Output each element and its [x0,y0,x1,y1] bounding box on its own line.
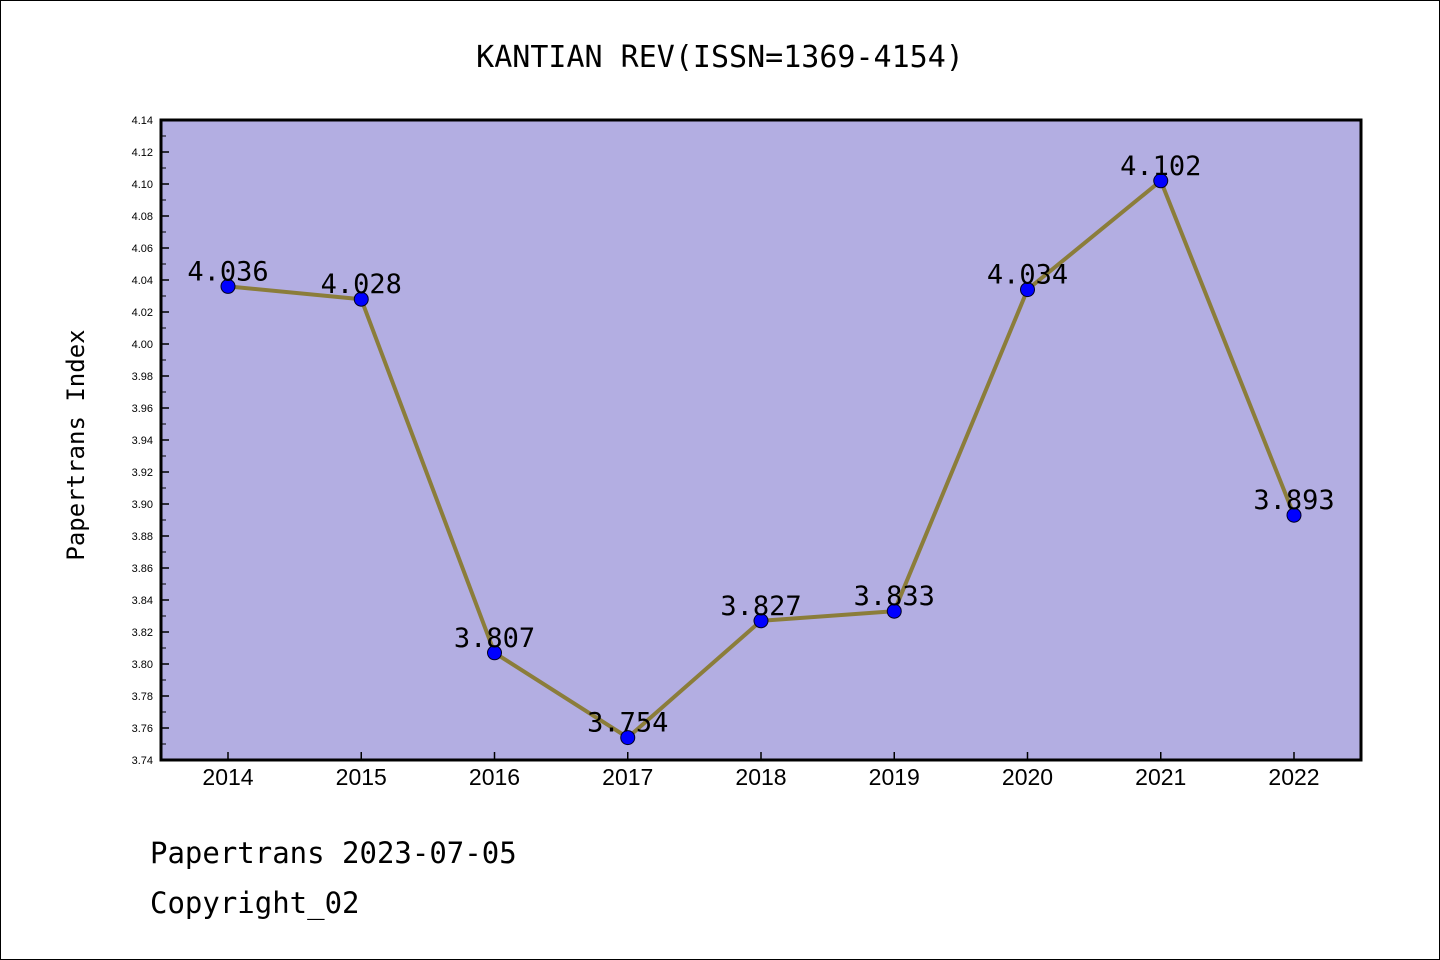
y-tick-label: 4.10 [132,179,153,191]
x-tick-label: 2016 [469,764,520,790]
y-tick-label: 4.04 [132,275,153,287]
y-tick-label: 4.02 [132,307,153,319]
y-tick-label: 3.78 [132,691,153,703]
x-tick-label: 2015 [336,764,387,790]
data-label-2014: 4.036 [187,256,268,287]
data-point-2021 [1153,173,1169,189]
data-label-2016: 3.807 [454,623,535,654]
data-point-2019 [886,603,902,619]
x-tick-label: 2018 [735,764,786,790]
chart-title: KANTIAN REV(ISSN=1369-4154) [476,40,964,75]
y-tick-label: 3.88 [132,531,153,543]
data-label-2020: 4.034 [987,260,1068,291]
y-tick-label: 3.76 [132,723,153,735]
x-tick-label: 2014 [202,764,253,790]
data-point-2014 [220,278,236,294]
y-axis: 3.74 3.76 3.78 3.80 3.82 3.84 3.86 3.88 3.90 3.92… [132,115,169,767]
series-group [220,173,1302,746]
y-tick-label: 4.12 [132,147,153,159]
y-tick-label: 4.06 [132,243,153,255]
y-tick-label: 4.00 [132,339,153,351]
data-label-2022: 3.893 [1253,485,1334,516]
x-tick-label: 2021 [1135,764,1186,790]
y-axis-label: Papertrans Index [62,329,90,560]
x-tick-label: 2020 [1002,764,1053,790]
data-point-2018 [753,613,769,629]
y-tick-label: 4.14 [132,115,153,127]
y-tick-label: 3.82 [132,627,153,639]
y-tick-label: 3.84 [132,595,153,607]
x-tick-label: 2019 [869,764,920,790]
x-tick-label: 2017 [602,764,653,790]
data-label-2018: 3.827 [720,591,801,622]
y-tick-label: 3.80 [132,659,153,671]
y-tick-label: 3.92 [132,467,153,479]
y-tick-label: 3.96 [132,403,153,415]
y-tick-label: 3.90 [132,499,153,511]
y-tick-label: 4.08 [132,211,153,223]
data-label-2017: 3.754 [587,708,668,739]
data-label-2021: 4.102 [1120,151,1201,182]
footer-date: Papertrans 2023-07-05 [150,836,517,870]
y-tick-label: 3.98 [132,371,153,383]
y-tick-label: 3.74 [132,755,153,767]
footer-copyright: Copyright_02 [150,886,360,920]
y-tick-label: 3.86 [132,563,153,575]
data-point-2015 [353,291,369,307]
data-point-2022 [1286,507,1302,523]
plot-area [159,118,1363,762]
data-point-2020 [1020,282,1035,298]
x-axis: 2014 2015 2016 2017 2018 2019 2020 2021 2022 [202,752,1320,790]
y-tick-label: 3.94 [132,435,153,447]
data-point-2017 [620,730,636,746]
data-label-2015: 4.028 [321,269,402,300]
data-labels-group: 4.036 4.028 3.807 3.754 3.827 3.833 4.034 4.102… [187,151,1334,739]
data-point-2016 [487,645,502,661]
data-label-2019: 3.833 [854,581,935,612]
x-tick-label: 2022 [1268,764,1319,790]
